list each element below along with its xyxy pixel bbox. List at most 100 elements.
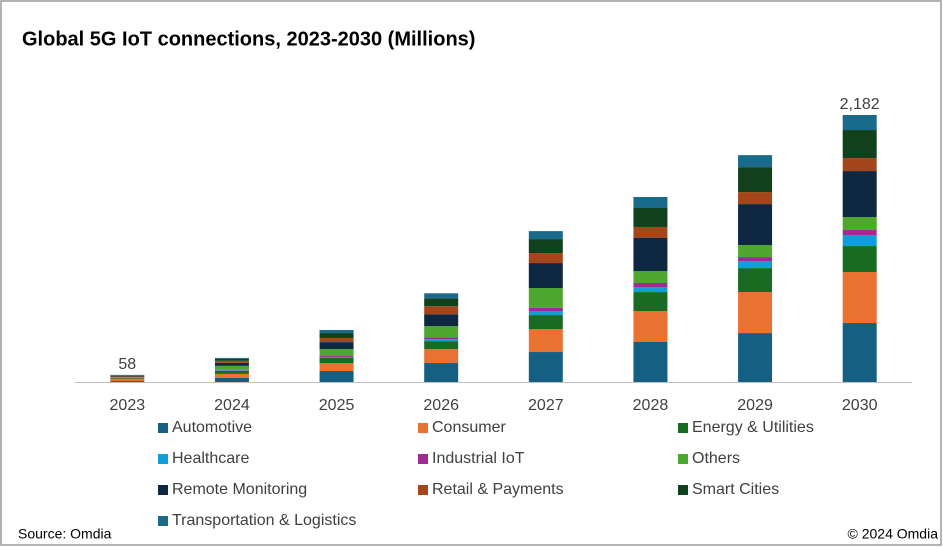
bar-segment — [633, 341, 668, 382]
bar-segment — [842, 171, 877, 218]
x-tick-label: 2029 — [737, 397, 773, 414]
bar-segment — [738, 292, 773, 334]
bar-segment — [528, 263, 563, 289]
bar-segment — [842, 158, 877, 172]
bar-segment — [633, 311, 668, 342]
bar-segment — [110, 375, 145, 376]
bar-segment — [214, 362, 249, 366]
bar-segment — [842, 246, 877, 272]
x-tick-label: 2027 — [528, 397, 564, 414]
bar-segment — [528, 307, 563, 312]
bar-segment — [319, 349, 354, 357]
bar-segment — [633, 237, 668, 272]
bar-segment — [528, 311, 563, 316]
bar-segment — [738, 268, 773, 293]
legend-swatch — [158, 423, 168, 433]
bar-segment — [319, 329, 354, 334]
bar-segment — [110, 378, 145, 382]
bar-segment — [214, 358, 249, 361]
legend-swatch — [158, 454, 168, 464]
bar-segment — [110, 377, 145, 379]
bar-segment — [842, 130, 877, 159]
legend-swatch — [418, 485, 428, 495]
x-tick-label: 2026 — [423, 397, 459, 414]
legend-swatch — [678, 454, 688, 464]
legend-swatch — [418, 454, 428, 464]
bar-segment — [424, 293, 459, 299]
bar-segment — [319, 342, 354, 350]
legend-swatch — [158, 485, 168, 495]
bar-segment — [738, 333, 773, 382]
chart-title: Global 5G IoT connections, 2023-2030 (Mi… — [22, 28, 475, 50]
bar-segment — [842, 230, 877, 236]
x-tick-label: 2023 — [110, 397, 146, 414]
bar-segment — [424, 341, 459, 350]
bar-segment — [214, 357, 249, 359]
bar-segment — [319, 358, 354, 364]
bar-segment — [319, 370, 354, 382]
bar-segment — [842, 323, 877, 382]
bar-segment — [214, 365, 249, 370]
bar-segment — [738, 261, 773, 269]
legend-label: Transportation & Logistics — [172, 512, 356, 529]
bar-segment — [738, 245, 773, 258]
bar-segment — [528, 231, 563, 240]
bar-segment — [633, 226, 668, 238]
legend-label: Automotive — [172, 419, 252, 436]
bar-segment — [738, 192, 773, 205]
bar-segment — [842, 115, 877, 131]
bar-segment — [738, 257, 773, 262]
bar-segment — [424, 298, 459, 307]
bar-segment — [424, 339, 459, 342]
bar-segment — [528, 329, 563, 353]
legend-label: Consumer — [432, 419, 506, 436]
bar-segment — [424, 314, 459, 327]
legend-label: Healthcare — [172, 450, 249, 467]
x-tick-label: 2030 — [842, 397, 878, 414]
legend-swatch — [678, 423, 688, 433]
bar-segment — [319, 338, 354, 343]
bar-segment — [319, 356, 354, 358]
bar-segment — [110, 381, 145, 382]
x-tick-label: 2028 — [633, 397, 669, 414]
bar-segment — [424, 326, 459, 338]
bar-segment — [528, 253, 563, 264]
bar-segment — [319, 333, 354, 339]
bar-segment — [319, 357, 354, 359]
bar-segment — [842, 235, 877, 247]
copyright: © 2024 Omdia — [848, 526, 939, 542]
total-label: 2,182 — [840, 96, 880, 113]
bar-segment — [633, 196, 668, 208]
source: Source: Omdia — [18, 526, 112, 542]
bar-segment — [738, 204, 773, 246]
bar-segment — [633, 207, 668, 227]
bar-segment — [528, 288, 563, 308]
bar-segment — [214, 377, 249, 382]
legend-swatch — [678, 485, 688, 495]
legend-label: Industrial IoT — [432, 450, 525, 467]
legend-label: Remote Monitoring — [172, 481, 307, 498]
bar-segment — [633, 283, 668, 288]
legend-label: Energy & Utilities — [692, 419, 814, 436]
legend-swatch — [158, 516, 168, 526]
bar-segment — [842, 217, 877, 231]
total-label: 58 — [118, 356, 136, 373]
bar-segment — [424, 337, 459, 340]
legend-swatch — [418, 423, 428, 433]
bar-segment — [528, 352, 563, 382]
bar-segment — [214, 373, 249, 378]
bar-segment — [842, 271, 877, 324]
bar-segment — [738, 167, 773, 193]
legend-label: Smart Cities — [692, 481, 779, 498]
bar-segment — [528, 315, 563, 330]
bar-segment — [319, 363, 354, 371]
bar-segment — [633, 292, 668, 312]
bar-segment — [633, 271, 668, 284]
bar-segment — [633, 287, 668, 293]
bar-segment — [424, 306, 459, 315]
x-tick-label: 2025 — [319, 397, 355, 414]
x-tick-label: 2024 — [214, 397, 250, 414]
bar-segment — [110, 376, 145, 378]
